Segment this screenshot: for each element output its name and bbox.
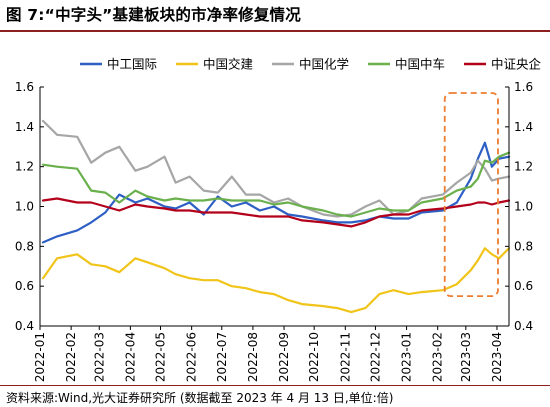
x-ticks: 2022-01 2022-02 2022-03 2022-04 2022-05 2022-… [33, 326, 504, 382]
series-line-4 [41, 151, 511, 218]
y-tick-label-left: 1.2 [15, 160, 34, 174]
y-tick-label-right: 0.8 [514, 239, 533, 253]
x-tick-label: 2022-09 [277, 332, 291, 382]
y-tick-label-right: 1.2 [514, 160, 533, 174]
plot-area: 0.4 0.6 0.8 1.0 1.2 1.4 1.6 0.4 0.6 0.8 1.0 1.2 1.4… [15, 80, 533, 382]
x-tick-label: 2022-01 [33, 332, 47, 382]
annotation-group [443, 92, 499, 298]
x-tick-label: 2022-07 [215, 332, 229, 382]
x-tick-label: 2022-12 [368, 332, 382, 382]
y-tick-label-right: 1.4 [514, 120, 533, 134]
x-tick-label: 2022-02 [64, 332, 78, 382]
legend-label-2: 中国交建 [203, 57, 254, 72]
y-tick-label-right: 0.4 [514, 319, 533, 333]
series-line-2 [41, 247, 511, 314]
x-tick-label: 2023-02 [431, 332, 445, 382]
legend-label-4: 中国中车 [395, 57, 445, 72]
x-tick-label: 2022-03 [92, 332, 106, 382]
y-tick-label-right: 1.6 [514, 80, 533, 94]
y-tick-label-left: 1.6 [15, 80, 34, 94]
source-note: 资料来源:Wind,光大证券研究所 (数据截至 2023 年 4 月 13 日,… [6, 391, 394, 405]
x-tick-label: 2022-06 [185, 332, 199, 382]
y-tick-label-right: 1.0 [514, 200, 533, 214]
legend: 中工国际 中国交建 中国化学 中国中车 中证央企 [80, 57, 542, 72]
y-ticks-right: 0.4 0.6 0.8 1.0 1.2 1.4 1.6 [505, 80, 533, 333]
x-tick-label: 2023-04 [490, 332, 504, 382]
y-ticks-left: 0.4 0.6 0.8 1.0 1.2 1.4 1.6 [15, 80, 44, 333]
y-tick-label-right: 0.6 [514, 279, 533, 293]
y-tick-label-left: 1.4 [15, 120, 34, 134]
chart: 中工国际 中国交建 中国化学 中国中车 中证央企 0.4 0.6 0.8 1.0 1.2 1.4 1… [15, 57, 542, 383]
series-line-3 [41, 119, 511, 218]
x-tick-label: 2022-10 [307, 332, 321, 382]
chart-title: 图 7:“中字头”基建板块的市净率修复情况 [6, 6, 301, 24]
x-tick-label: 2022-04 [123, 332, 137, 382]
y-tick-label-left: 1.0 [15, 200, 34, 214]
source-rule [0, 385, 550, 386]
x-tick-label: 2023-03 [459, 332, 473, 382]
highlight-box [443, 92, 499, 298]
series-line-5 [41, 197, 511, 228]
legend-label-1: 中工国际 [107, 57, 157, 72]
series-group [41, 119, 511, 314]
legend-label-5: 中证央企 [491, 57, 542, 72]
series-line-1 [41, 141, 511, 244]
y-tick-label-left: 0.8 [15, 239, 34, 253]
y-tick-label-left: 0.6 [15, 279, 34, 293]
title-rule [0, 30, 550, 32]
x-tick-label: 2022-08 [246, 332, 260, 382]
y-tick-label-left: 0.4 [15, 319, 34, 333]
x-tick-label: 2023-01 [400, 332, 414, 382]
x-tick-label: 2022-11 [338, 332, 352, 382]
legend-label-3: 中国化学 [299, 57, 349, 72]
x-tick-label: 2022-05 [154, 332, 168, 382]
